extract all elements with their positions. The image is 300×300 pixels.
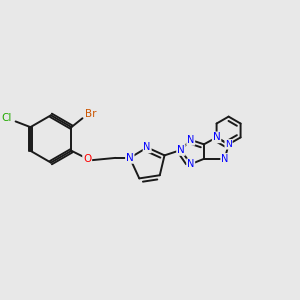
- Text: Br: Br: [85, 109, 97, 118]
- Text: Cl: Cl: [1, 113, 11, 123]
- Text: N: N: [213, 132, 220, 142]
- Text: O: O: [83, 154, 91, 164]
- Text: N: N: [143, 142, 151, 152]
- Text: N: N: [187, 159, 194, 169]
- Text: N: N: [221, 154, 229, 164]
- Text: N: N: [187, 135, 194, 145]
- Text: N: N: [126, 153, 134, 163]
- Text: N: N: [177, 145, 185, 155]
- Text: N: N: [225, 140, 232, 149]
